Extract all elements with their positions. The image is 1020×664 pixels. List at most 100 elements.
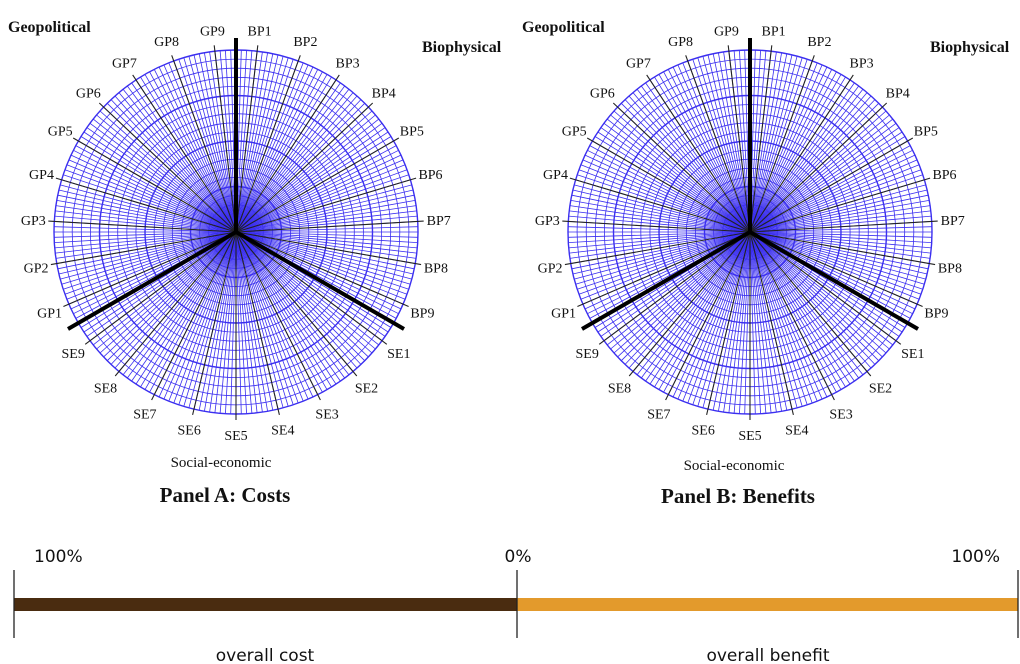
axis-label-bp5: BP5 xyxy=(914,125,938,140)
axis-label-se1: SE1 xyxy=(387,347,410,362)
axis-line-bp8 xyxy=(749,231,936,266)
axis-line-bp2 xyxy=(749,55,815,233)
axis-line-gp9 xyxy=(727,45,751,233)
axis-line-gp6 xyxy=(612,102,751,233)
axis-label-bp6: BP6 xyxy=(932,168,956,183)
axis-label-gp9: GP9 xyxy=(714,24,739,39)
axis-label-bp2: BP2 xyxy=(293,35,317,50)
overall-benefit-bar xyxy=(517,598,1018,611)
axis-label-gp4: GP4 xyxy=(543,168,568,183)
axis-line-se7 xyxy=(151,231,237,401)
axis-label-se4: SE4 xyxy=(271,424,294,439)
axis-label-gp8: GP8 xyxy=(668,35,693,50)
panel-b-axis-labels: BP1 BP2 BP3 BP4 BP5 BP6 BP7 BP8 BP9 SE1 SE2 SE3 SE4 S… xyxy=(535,24,965,444)
cost-benefit-scale: 100% 0% 100% overall cost overall benefi… xyxy=(13,547,1019,664)
axis-label-gp8: GP8 xyxy=(154,35,179,50)
axis-label-bp8: BP8 xyxy=(938,261,962,276)
axis-label-se6: SE6 xyxy=(178,424,201,439)
axis-label-gp2: GP2 xyxy=(538,261,563,276)
scale-center-label: 0% xyxy=(505,547,532,567)
panel-b-geopolitical-label: Geopolitical xyxy=(522,19,605,36)
axis-line-bp8 xyxy=(235,231,422,266)
axis-line-bp7 xyxy=(749,220,938,233)
axis-line-bp6 xyxy=(235,177,417,233)
axis-label-se3: SE3 xyxy=(315,407,338,422)
scale-left-label: 100% xyxy=(34,547,83,567)
axis-label-gp1: GP1 xyxy=(551,306,576,321)
axis-label-se9: SE9 xyxy=(576,347,599,362)
panel-b-socioeconomic-label: Social-economic xyxy=(684,458,785,474)
axis-label-se8: SE8 xyxy=(608,382,631,397)
axis-label-se5: SE5 xyxy=(224,429,247,444)
axis-label-gp2: GP2 xyxy=(24,261,49,276)
axis-label-bp3: BP3 xyxy=(850,56,874,71)
axis-line-se2 xyxy=(235,231,358,377)
axis-label-gp6: GP6 xyxy=(76,87,101,102)
axis-line-se3 xyxy=(749,231,835,401)
axis-line-gp4 xyxy=(569,177,751,233)
axis-line-bp1 xyxy=(235,45,259,233)
axis-line-gp8 xyxy=(685,55,751,233)
panel-a-socioeconomic-label: Social-economic xyxy=(171,455,272,471)
axis-label-gp7: GP7 xyxy=(626,56,651,71)
panel-a-title: Panel A: Costs xyxy=(160,483,291,507)
axis-line-bp9 xyxy=(235,231,409,308)
axis-line-bp2 xyxy=(235,55,301,233)
panel-b-benefits: BP1 BP2 BP3 BP4 BP5 BP6 BP7 BP8 BP9 SE1 SE2 SE3 SE4 S… xyxy=(522,19,1010,508)
axis-line-bp1 xyxy=(749,45,773,233)
axis-line-se8 xyxy=(114,231,237,377)
axis-line-bp4 xyxy=(749,102,888,233)
axis-label-bp9: BP9 xyxy=(410,306,434,321)
axis-label-bp4: BP4 xyxy=(886,87,910,102)
axis-line-se6 xyxy=(192,231,237,416)
panel-b-title: Panel B: Benefits xyxy=(661,484,815,508)
axis-label-se8: SE8 xyxy=(94,382,117,397)
axis-label-gp3: GP3 xyxy=(21,214,46,229)
panel-a-biophysical-label: Biophysical xyxy=(422,39,502,56)
axis-label-bp9: BP9 xyxy=(924,306,948,321)
axis-label-bp7: BP7 xyxy=(941,214,965,229)
overall-cost-caption: overall cost xyxy=(216,646,315,664)
axis-line-se1 xyxy=(749,231,902,345)
axis-line-se1 xyxy=(235,231,388,345)
axis-label-se1: SE1 xyxy=(901,347,924,362)
axis-line-se6 xyxy=(706,231,751,416)
axis-line-bp9 xyxy=(749,231,923,308)
axis-label-gp3: GP3 xyxy=(535,214,560,229)
axis-label-se9: SE9 xyxy=(62,347,85,362)
axis-label-bp1: BP1 xyxy=(762,24,786,39)
panel-b-biophysical-label: Biophysical xyxy=(930,39,1010,56)
axis-line-bp5 xyxy=(749,137,914,233)
axis-line-gp8 xyxy=(171,55,237,233)
axis-line-gp6 xyxy=(98,102,237,233)
axis-line-bp7 xyxy=(235,220,424,233)
axis-line-bp4 xyxy=(235,102,374,233)
sector-divider xyxy=(66,230,238,331)
panel-b-polar-grid xyxy=(562,38,938,420)
axis-label-bp7: BP7 xyxy=(427,214,451,229)
axis-line-gp3 xyxy=(562,220,751,233)
axis-label-bp3: BP3 xyxy=(336,56,360,71)
axis-line-se9 xyxy=(598,231,751,345)
panel-a-costs: BP1 BP2 BP3 BP4 BP5 BP6 BP7 BP8 BP9 SE1 SE2 SE3 SE4 S… xyxy=(8,19,502,507)
axis-line-se3 xyxy=(235,231,321,401)
axis-line-bp6 xyxy=(749,177,931,233)
axis-line-gp4 xyxy=(55,177,237,233)
axis-label-se7: SE7 xyxy=(133,407,156,422)
axis-label-gp1: GP1 xyxy=(37,306,62,321)
axis-line-gp7 xyxy=(132,74,237,233)
axis-line-gp2 xyxy=(564,231,751,266)
axis-line-gp1 xyxy=(577,231,751,308)
sector-divider xyxy=(748,230,920,331)
axis-label-gp6: GP6 xyxy=(590,87,615,102)
axis-label-se2: SE2 xyxy=(355,382,378,397)
axis-line-gp3 xyxy=(48,220,237,233)
axis-line-se7 xyxy=(665,231,751,401)
sector-divider xyxy=(580,230,752,331)
panel-a-polar-grid xyxy=(48,38,424,420)
axis-label-gp5: GP5 xyxy=(562,125,587,140)
axis-line-gp7 xyxy=(646,74,751,233)
axis-label-se7: SE7 xyxy=(647,407,670,422)
axis-line-se9 xyxy=(84,231,237,345)
axis-label-gp9: GP9 xyxy=(200,24,225,39)
